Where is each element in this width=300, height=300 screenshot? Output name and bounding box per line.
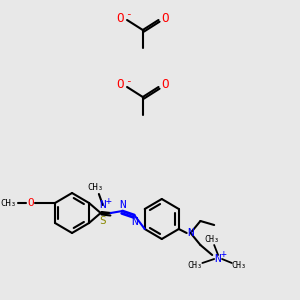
Text: CH₃: CH₃	[205, 235, 220, 244]
Text: CH₃: CH₃	[187, 260, 202, 269]
Text: O: O	[116, 11, 124, 25]
Text: N: N	[131, 217, 138, 227]
Text: +: +	[106, 196, 112, 206]
Text: N: N	[99, 200, 106, 210]
Text: CH₃: CH₃	[88, 182, 104, 191]
Text: N: N	[187, 228, 194, 238]
Text: CH₃: CH₃	[1, 199, 17, 208]
Text: O: O	[116, 79, 124, 92]
Text: CH₃: CH₃	[231, 260, 246, 269]
Text: +: +	[221, 249, 227, 259]
Text: -: -	[125, 76, 131, 86]
Text: -: -	[125, 9, 131, 19]
Text: S: S	[99, 216, 106, 226]
Text: O: O	[27, 198, 34, 208]
Text: N: N	[119, 200, 126, 210]
Text: N: N	[215, 254, 221, 264]
Text: O: O	[162, 11, 169, 25]
Text: O: O	[162, 79, 169, 92]
